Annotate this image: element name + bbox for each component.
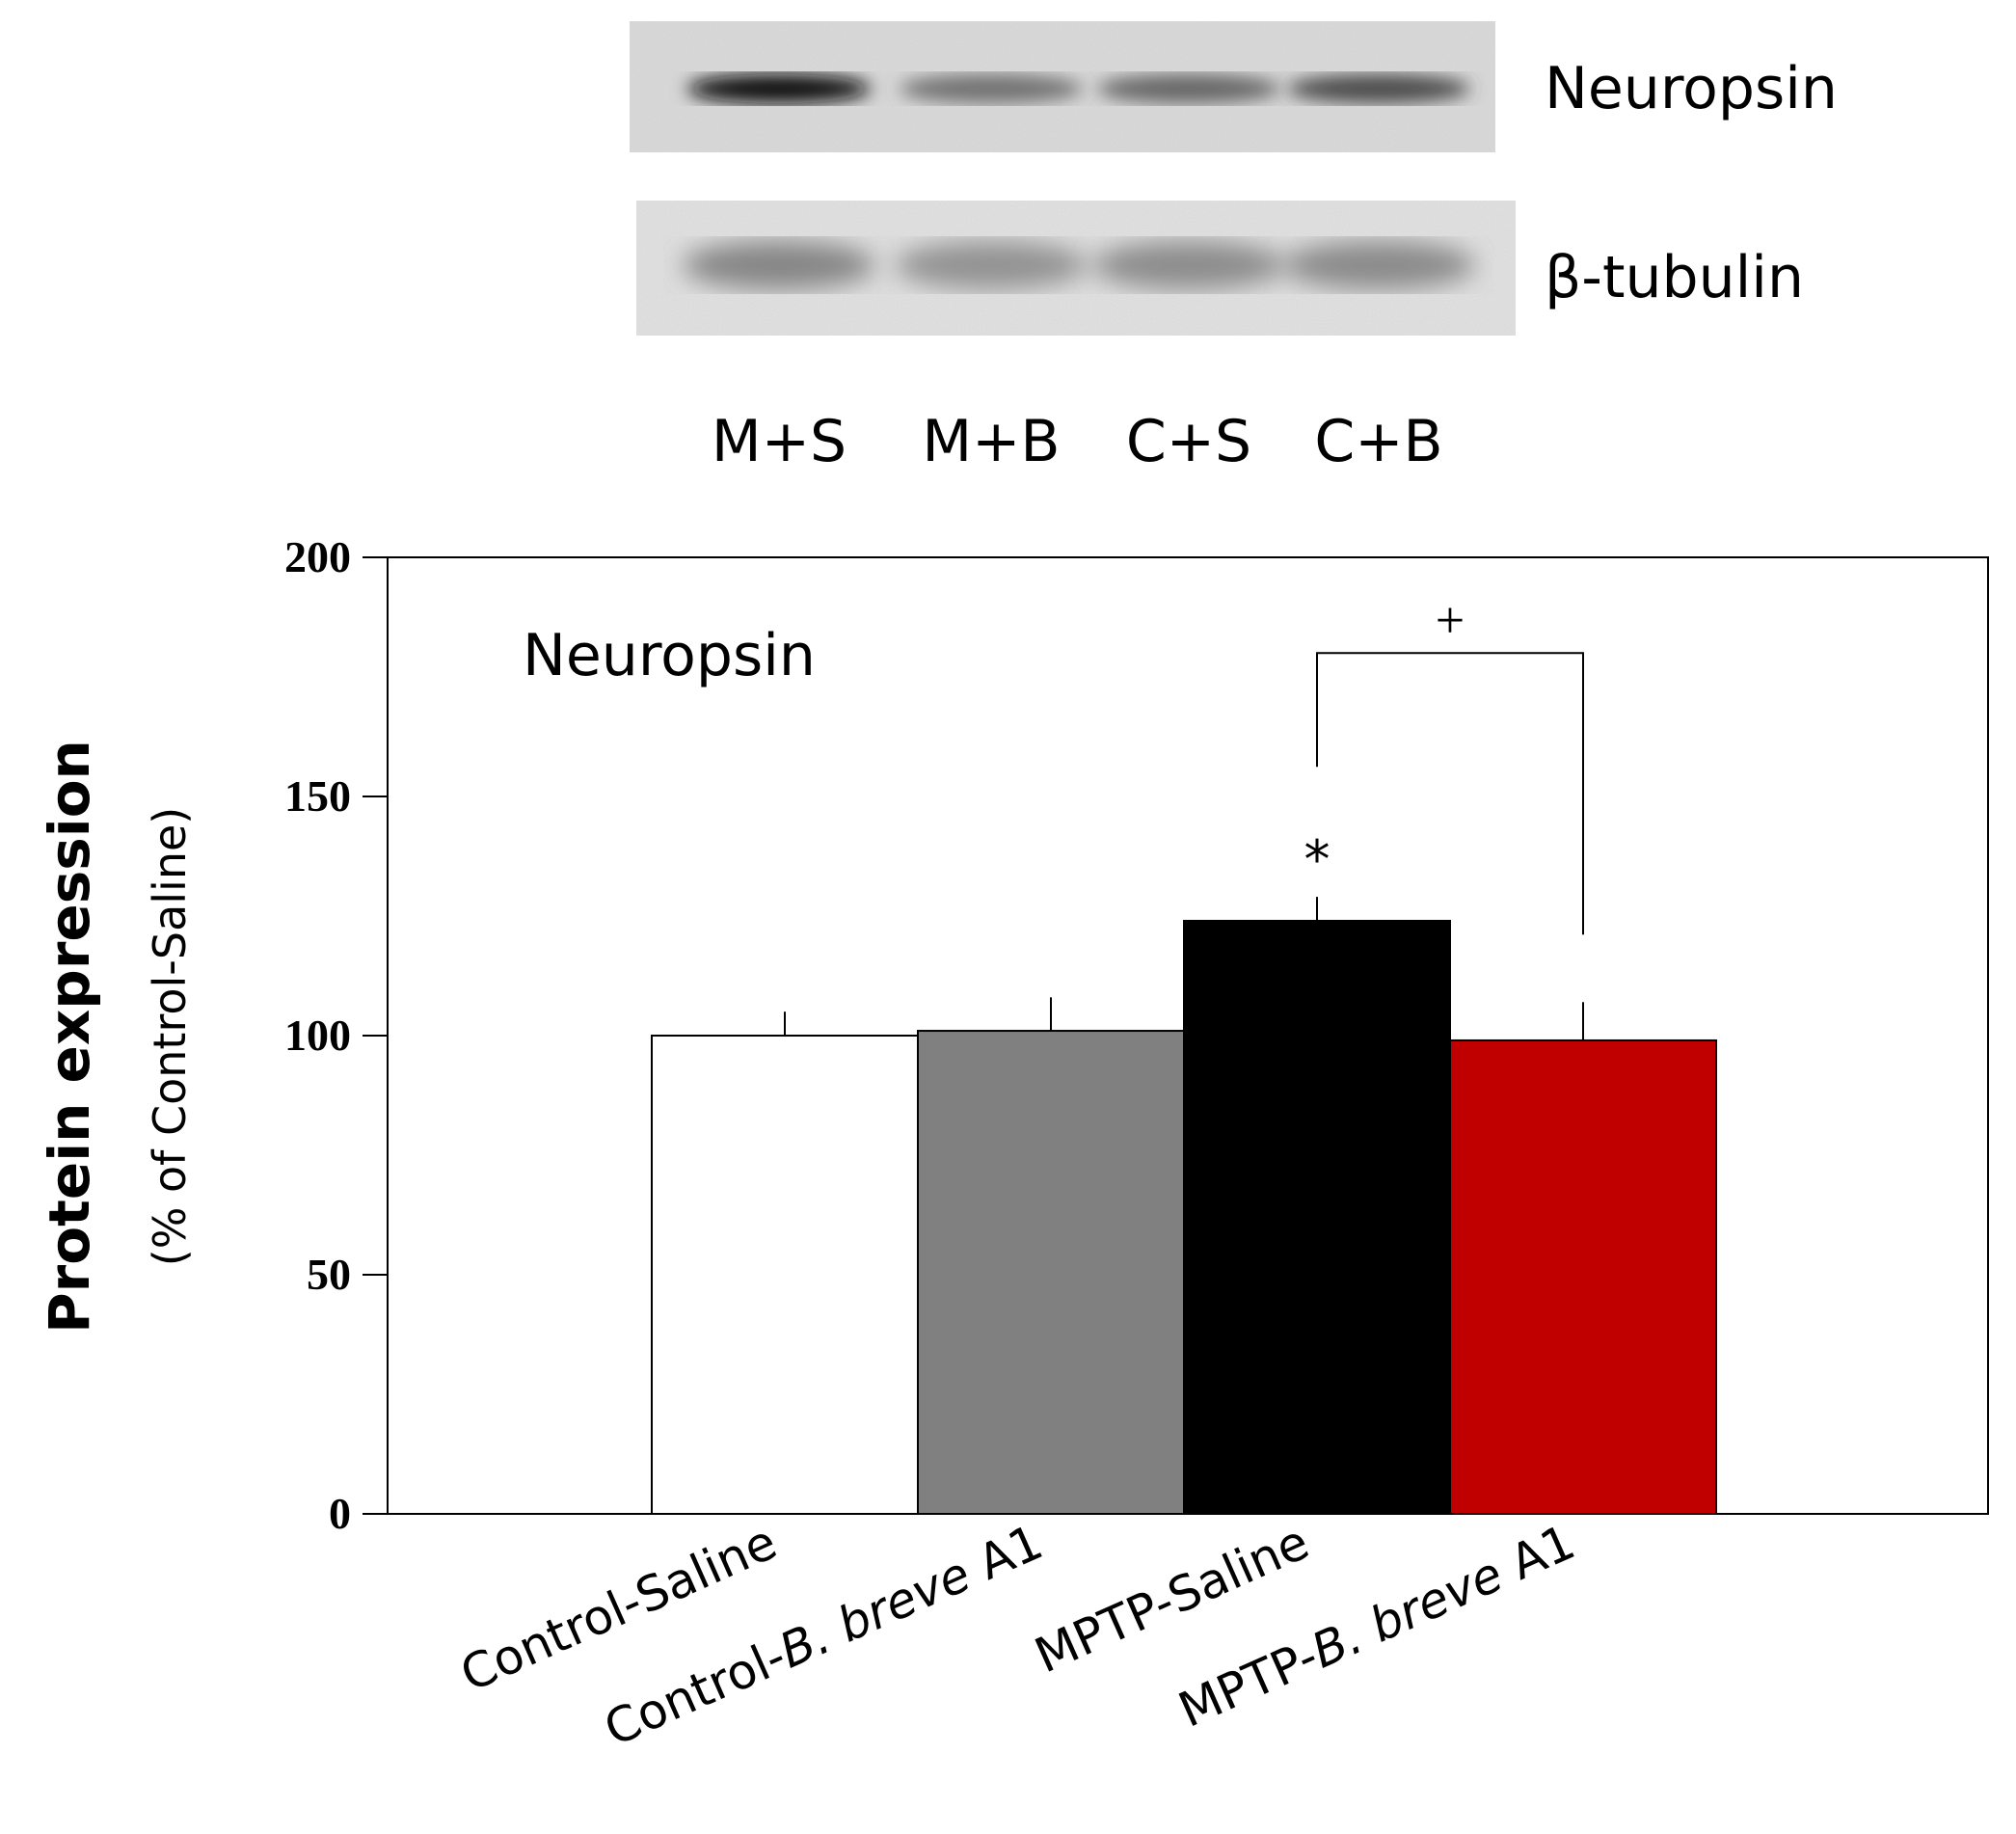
significance-star: * (1304, 829, 1331, 890)
x-tick-label: Control-B. breve A1 (596, 1514, 1050, 1757)
error-bars (784, 897, 1584, 1040)
blot-band (687, 74, 871, 103)
bars (651, 919, 1717, 1516)
y-tick-label: 200 (284, 532, 351, 581)
blot-tubulin-label: β-tubulin (1545, 244, 1804, 311)
lane-label: C+B (1314, 408, 1442, 475)
blot-tubulin-bands (683, 241, 1475, 289)
bar (1449, 1038, 1717, 1515)
blot-neuropsin (630, 21, 1495, 152)
lane-label: C+S (1126, 408, 1251, 475)
annotations: *+ (1304, 591, 1584, 935)
blot-band (1097, 74, 1280, 103)
y-tick-label: 0 (329, 1489, 351, 1538)
blot-band (895, 241, 1088, 289)
blot-neuropsin-label: Neuropsin (1545, 55, 1838, 122)
y-tick-label: 100 (284, 1011, 351, 1060)
comparison-plus: + (1436, 591, 1465, 649)
bar (651, 1035, 919, 1515)
blot-tubulin (636, 201, 1516, 336)
lane-label: M+B (922, 408, 1060, 475)
bar (917, 1030, 1185, 1516)
blot-band (1282, 241, 1475, 289)
lane-label: M+S (712, 408, 847, 475)
y-axis: 0 50 100 150 200 (284, 532, 388, 1538)
bar (1183, 919, 1451, 1515)
y-tick-label: 150 (284, 771, 351, 821)
lane-labels: M+S M+B C+S C+B (712, 408, 1443, 475)
y-axis-label: Protein expression (37, 740, 102, 1334)
blot-band (683, 241, 875, 289)
blot-band (1287, 74, 1470, 103)
blot-band (1092, 241, 1285, 289)
chart-title: Neuropsin (523, 622, 816, 689)
y-tick-label: 50 (307, 1250, 351, 1299)
blot-band (900, 74, 1083, 103)
blot-neuropsin-bands (687, 74, 1470, 103)
y-axis-sublabel: (% of Control-Saline) (144, 807, 196, 1266)
comparison-bracket (1316, 652, 1584, 935)
